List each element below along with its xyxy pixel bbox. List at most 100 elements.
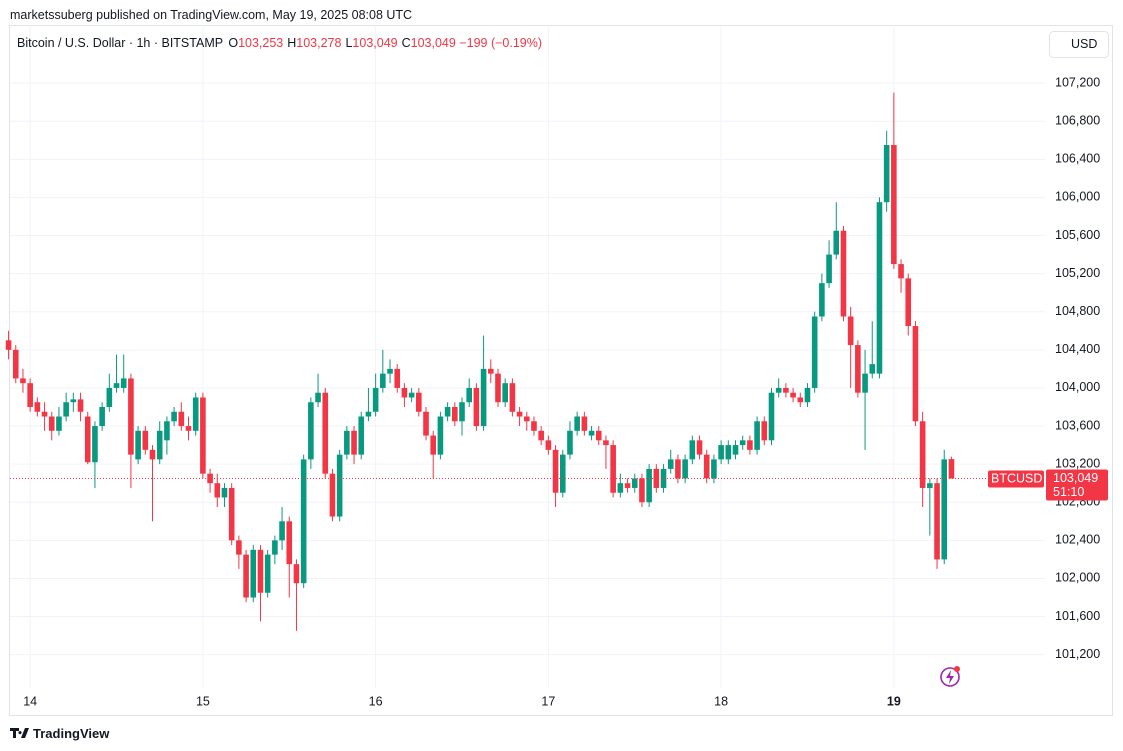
- candle-body: [703, 454, 710, 479]
- candle-body: [401, 387, 408, 398]
- candle-body: [56, 416, 62, 431]
- x-tick-label: 17: [541, 694, 555, 708]
- candle-body: [559, 454, 566, 493]
- candle-body: [452, 406, 458, 422]
- candle-body: [912, 326, 919, 422]
- candle-body: [804, 387, 811, 403]
- candle-body: [63, 402, 69, 417]
- candle-body: [243, 554, 249, 598]
- candle-body: [516, 411, 523, 417]
- candle-body: [178, 411, 185, 427]
- candle-body: [444, 406, 451, 417]
- symbol-name: Bitcoin / U.S. Dollar · 1h · BITSTAMP: [17, 36, 223, 50]
- candle-body: [113, 383, 120, 388]
- candle-body: [171, 411, 177, 422]
- candle-body: [329, 473, 336, 517]
- candle-body: [574, 416, 580, 431]
- candle-body: [631, 478, 638, 488]
- candle-body: [387, 368, 393, 374]
- candle-body: [711, 459, 717, 479]
- candle-body: [739, 440, 746, 446]
- candle-body: [646, 468, 652, 503]
- countdown-label: 51:10: [1053, 485, 1084, 499]
- candle-body: [610, 445, 616, 493]
- chart-frame: [9, 25, 1113, 716]
- candle-body: [819, 283, 825, 317]
- candle-body: [934, 483, 940, 560]
- candle-body: [84, 416, 91, 463]
- y-tick-label: 102,400: [1055, 533, 1100, 547]
- candle-body: [70, 399, 77, 403]
- price-tag-label: 103,049: [1053, 471, 1098, 485]
- candle-body: [905, 278, 912, 327]
- candle-body: [92, 426, 98, 463]
- candle-body: [725, 445, 732, 460]
- ohlc-value: 103,049: [352, 36, 398, 50]
- y-tick-label: 103,200: [1055, 456, 1100, 470]
- candle-body: [27, 383, 33, 407]
- candle-body: [192, 397, 199, 431]
- candle-body: [372, 387, 379, 412]
- brand-name: TradingView: [33, 726, 110, 741]
- candle-body: [20, 378, 26, 384]
- candle-body: [272, 540, 278, 555]
- candle-body: [675, 459, 681, 479]
- candle-body: [768, 392, 775, 441]
- candle-body: [5, 340, 12, 350]
- candle-body: [315, 392, 321, 403]
- candle-body: [466, 387, 473, 403]
- candle-body: [336, 454, 343, 517]
- candle-body: [545, 440, 552, 450]
- y-tick-label: 105,200: [1055, 266, 1100, 280]
- y-tick-label: 105,600: [1055, 228, 1100, 242]
- candle-body: [754, 421, 760, 450]
- candle-body: [531, 421, 537, 431]
- candle-body: [487, 368, 494, 374]
- candle-body: [538, 430, 544, 441]
- candle-body: [689, 440, 696, 460]
- candle-body: [898, 264, 904, 279]
- y-tick-label: 104,800: [1055, 304, 1100, 318]
- candle-body: [106, 387, 113, 407]
- candle-body: [207, 473, 213, 484]
- candle-body: [408, 392, 415, 398]
- candle-body: [826, 254, 832, 284]
- candle-body: [595, 430, 602, 441]
- x-tick-label: 15: [196, 694, 210, 708]
- ohlc-value: 103,253: [238, 36, 284, 50]
- candle-body: [840, 230, 847, 317]
- candle-body: [588, 430, 595, 436]
- candle-body: [365, 411, 372, 417]
- currency-button[interactable]: [1049, 31, 1109, 58]
- y-tick-label: 106,800: [1055, 114, 1100, 128]
- candle-body: [682, 459, 688, 479]
- candle-body: [919, 421, 926, 488]
- candle-body: [495, 373, 501, 403]
- candle-body: [718, 445, 724, 460]
- candle-body: [164, 421, 170, 441]
- candle-body: [264, 554, 271, 593]
- candle-body: [941, 459, 948, 560]
- candle-body: [48, 416, 55, 431]
- ohlc-key: C: [401, 36, 411, 50]
- candle-body: [142, 430, 149, 450]
- candle-body: [747, 440, 753, 450]
- candle-body: [473, 387, 480, 427]
- candle-body: [351, 430, 357, 455]
- ohlc-value: 103,278: [296, 36, 342, 50]
- candle-body: [833, 230, 840, 255]
- candle-body: [660, 468, 667, 488]
- x-tick-label: 18: [714, 694, 728, 708]
- ticker-label: BTCUSD: [991, 471, 1042, 485]
- candle-body: [552, 449, 559, 493]
- candle-body: [156, 430, 163, 460]
- replay-icon: [940, 666, 960, 687]
- price-change: −199 (−0.19%): [459, 36, 543, 50]
- candle-body: [480, 368, 487, 427]
- candle-body: [293, 564, 300, 584]
- ohlc-value: 103,049: [410, 36, 456, 50]
- candle-body: [300, 459, 307, 584]
- candle-body: [120, 378, 127, 388]
- candle-body: [523, 416, 530, 422]
- candle-body: [77, 399, 84, 412]
